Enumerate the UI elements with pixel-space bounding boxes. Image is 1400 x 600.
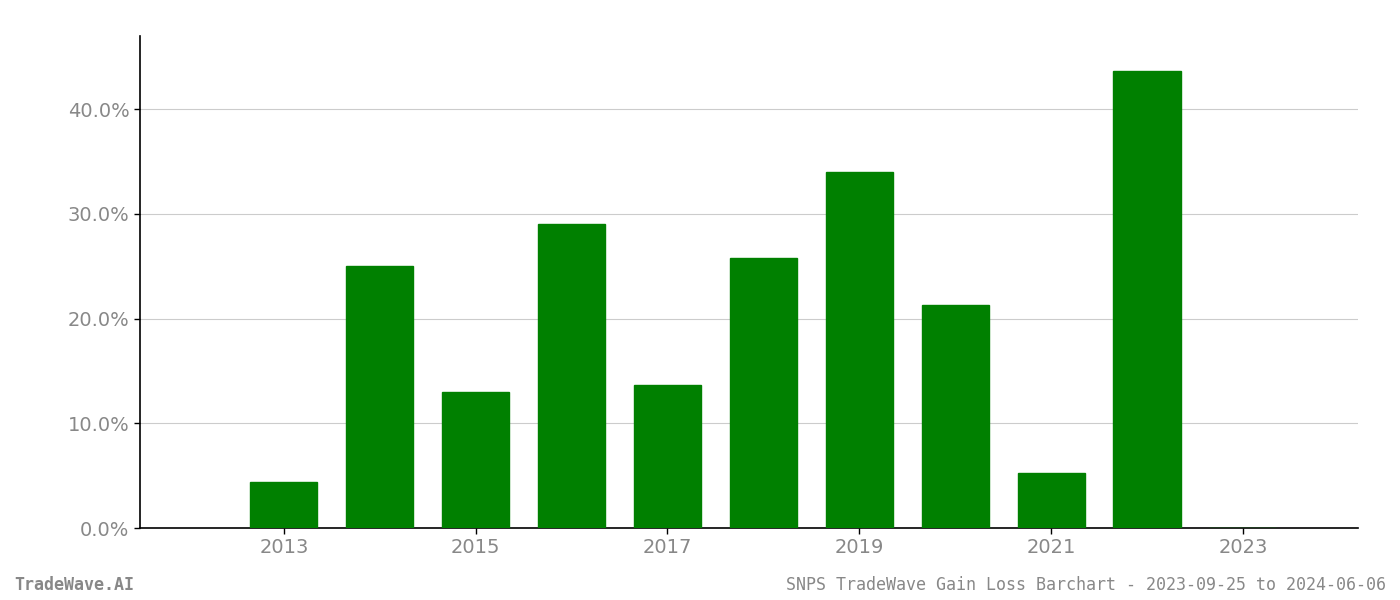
- Text: TradeWave.AI: TradeWave.AI: [14, 576, 134, 594]
- Bar: [826, 172, 893, 528]
- Bar: [634, 385, 701, 528]
- Text: SNPS TradeWave Gain Loss Barchart - 2023-09-25 to 2024-06-06: SNPS TradeWave Gain Loss Barchart - 2023…: [785, 576, 1386, 594]
- Bar: [1113, 71, 1180, 528]
- Bar: [921, 305, 988, 528]
- Bar: [1018, 473, 1085, 528]
- Bar: [251, 482, 318, 528]
- Bar: [442, 392, 510, 528]
- Bar: [346, 266, 413, 528]
- Bar: [538, 224, 605, 528]
- Bar: [729, 258, 797, 528]
